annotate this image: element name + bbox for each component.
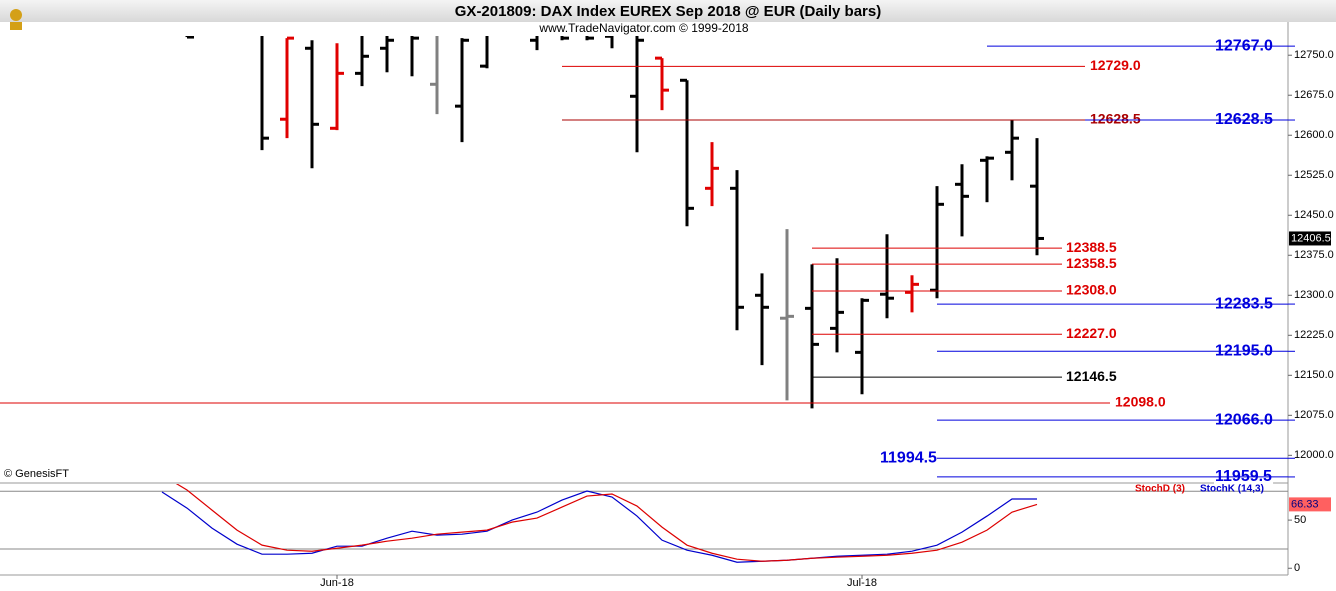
y-tick-label: 12600.0 xyxy=(1294,129,1334,141)
y-tick-label: 12450.0 xyxy=(1294,209,1334,221)
legend-entry: StochK (14,3) xyxy=(1200,484,1264,495)
last-value-label: 66.33 xyxy=(1291,498,1319,510)
last-price-box xyxy=(1289,231,1331,246)
level-label: 12388.5 xyxy=(1066,239,1117,255)
legend-entry: StochD (3) xyxy=(1135,484,1185,495)
level-label: 12308.0 xyxy=(1066,282,1117,298)
last-price-label: 12406.5 xyxy=(1291,232,1331,244)
y-tick-label: 12000.0 xyxy=(1294,449,1334,461)
label-bg xyxy=(1065,238,1118,255)
label-bg xyxy=(1065,367,1118,384)
level-label: 12098.0 xyxy=(1115,394,1166,410)
y-tick-label: 12075.0 xyxy=(1294,409,1334,421)
level-label: 12729.0 xyxy=(1090,57,1141,73)
x-tick-label: Jul-18 xyxy=(847,577,877,589)
y-tick-label: 12150.0 xyxy=(1294,369,1334,381)
y-tick-label: 0 xyxy=(1294,562,1300,574)
y-tick-label: 12525.0 xyxy=(1294,169,1334,181)
label-bg xyxy=(1114,393,1167,410)
label-bg xyxy=(879,449,939,467)
label-bg xyxy=(1065,324,1118,341)
stoch-panel xyxy=(0,484,1288,563)
label-bg xyxy=(1089,110,1142,127)
label-bg xyxy=(1065,254,1118,271)
y-tick-label: 12300.0 xyxy=(1294,289,1334,301)
logo xyxy=(10,9,22,30)
label-bg xyxy=(1089,57,1142,74)
chart-title: GX-201809: DAX Index EUREX Sep 2018 @ EU… xyxy=(455,3,881,20)
last-value-box xyxy=(1289,497,1331,512)
stoch-line xyxy=(175,484,1038,562)
overlay: www.TradeNavigator.com © 1999-2018 © Gen… xyxy=(4,21,1274,486)
level-label: 12146.5 xyxy=(1066,368,1117,384)
level-label: 11994.5 xyxy=(880,449,937,466)
stoch-line xyxy=(161,490,1037,563)
title-bar xyxy=(0,0,1336,22)
y-tick-label: 12750.0 xyxy=(1294,49,1334,61)
level-label: 12628.5 xyxy=(1090,111,1141,127)
label-bg xyxy=(1065,281,1118,298)
copyright: © GenesisFT xyxy=(4,468,69,480)
chart-subtitle: www.TradeNavigator.com © 1999-2018 xyxy=(538,21,748,35)
y-tick-label: 50 xyxy=(1294,514,1306,526)
y-tick-label: 12675.0 xyxy=(1294,89,1334,101)
level-label: 12358.5 xyxy=(1066,255,1117,271)
y-tick-label: 12225.0 xyxy=(1294,329,1334,341)
x-tick-label: Jun-18 xyxy=(320,577,354,589)
price-panel xyxy=(185,36,1044,409)
y-tick-label: 12375.0 xyxy=(1294,249,1334,261)
level-label: 12227.0 xyxy=(1066,325,1117,341)
